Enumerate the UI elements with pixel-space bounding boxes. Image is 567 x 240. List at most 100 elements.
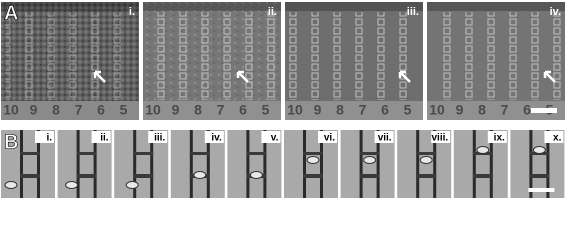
column-number: 6 (523, 102, 531, 118)
trap-array (5, 12, 135, 100)
image-label: iii. (154, 133, 165, 144)
image-label: v. (271, 133, 279, 144)
label-box (431, 131, 451, 143)
column-number: 7 (217, 102, 225, 118)
image-label: i. (129, 6, 135, 18)
trap-bar (20, 152, 40, 155)
column-number: 6 (381, 102, 389, 118)
label-box (544, 131, 564, 143)
arrow (236, 70, 249, 83)
label-box (91, 131, 111, 143)
trap-bar (416, 174, 437, 178)
column-number: 9 (456, 102, 464, 118)
trap-wall (472, 130, 476, 198)
column-number: 7 (75, 102, 83, 118)
panel-letter: B (4, 131, 18, 153)
trap-array (147, 12, 277, 100)
column-number: 5 (262, 102, 270, 118)
microscopy-image: iv. (170, 130, 225, 198)
image-label: ii. (100, 133, 109, 144)
number-strip (1, 101, 139, 120)
microscopy-image: 10 9 8 7 6 5 ii. (143, 2, 281, 120)
cell (363, 156, 377, 164)
image-top-band (143, 2, 281, 11)
cell (306, 156, 320, 164)
image-top-band (427, 2, 565, 11)
microscopy-image: 10 9 8 7 6 5 iii. (285, 2, 423, 120)
trap-bar (189, 152, 210, 155)
cell (65, 181, 79, 189)
trap-wall (433, 130, 437, 198)
column-number: 6 (239, 102, 247, 118)
trap-wall (529, 130, 533, 198)
label-box (204, 131, 224, 143)
column-number: 9 (314, 102, 322, 118)
trap-bar (529, 174, 550, 178)
image-top-band (1, 2, 139, 11)
trap-wall (546, 130, 550, 198)
trap-wall (76, 130, 80, 198)
trap-bar (472, 174, 493, 178)
trap-bar (20, 174, 40, 178)
trap-array (289, 12, 419, 100)
trap-wall (489, 130, 493, 198)
microscopy-image: i. (1, 130, 55, 198)
column-number: 5 (120, 102, 128, 118)
microscopy-image: iii. (114, 130, 169, 198)
image-label: iv. (550, 6, 561, 18)
number-strip (427, 101, 565, 120)
trap-wall (303, 130, 306, 198)
image-label: vii. (378, 133, 392, 144)
trap-wall (37, 130, 40, 198)
trap-bar (246, 152, 267, 155)
image-label: ix. (494, 133, 505, 144)
microscopy-image: ix. (453, 130, 508, 198)
label-box (261, 131, 281, 143)
column-number: 8 (336, 102, 344, 118)
column-number: 5 (404, 102, 412, 118)
trap-bar (359, 174, 380, 178)
trap-bar (303, 152, 323, 155)
column-number: 8 (194, 102, 202, 118)
trap-wall (416, 130, 420, 198)
microscopy-image: x. (510, 130, 565, 198)
arrow (398, 70, 411, 83)
trap-wall (20, 130, 23, 198)
arrow (93, 70, 106, 83)
cell (532, 146, 546, 154)
panel-letter: A (4, 2, 18, 24)
trap-wall (246, 130, 250, 198)
trap-wall (320, 130, 323, 198)
number-strip (143, 101, 281, 120)
microscopy-image: 1098765iv. (427, 2, 565, 120)
label-box (35, 131, 54, 143)
trap-wall (263, 130, 267, 198)
label-box (148, 131, 168, 143)
trap-wall (93, 130, 97, 198)
panel-b: i. ii. iii. iv. v. vi. vii. viii. ix. x. (1, 130, 565, 198)
trap-wall (359, 130, 363, 198)
microscopy-image: ii. (57, 130, 112, 198)
column-number: 10 (3, 102, 19, 118)
trap-wall (376, 130, 380, 198)
trap-wall (189, 130, 193, 198)
cell (4, 181, 18, 189)
image-top-band (285, 2, 423, 11)
column-number: 10 (429, 102, 445, 118)
column-number: 8 (52, 102, 60, 118)
cell (193, 171, 207, 179)
label-box (374, 131, 394, 143)
trap-bar (133, 174, 154, 178)
cell (125, 181, 139, 189)
microscopy-image: viii. (397, 130, 452, 198)
cell (476, 146, 490, 154)
column-number: 10 (287, 102, 303, 118)
microscopy-image: vii. (340, 130, 395, 198)
scale-bar (531, 108, 557, 113)
image-label: iv. (211, 133, 222, 144)
trap-wall (150, 130, 154, 198)
trap-bar (76, 174, 97, 178)
column-number: 10 (145, 102, 161, 118)
image-label: iii. (407, 6, 419, 18)
column-number: 9 (172, 102, 180, 118)
